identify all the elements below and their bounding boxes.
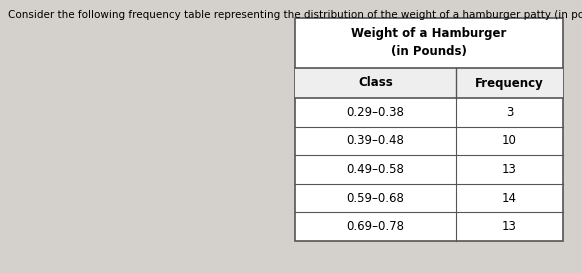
Text: 0.49–0.58: 0.49–0.58 (346, 163, 404, 176)
Text: 0.29–0.38: 0.29–0.38 (346, 106, 404, 119)
Text: 13: 13 (502, 220, 517, 233)
Text: Consider the following frequency table representing the distribution of the weig: Consider the following frequency table r… (8, 10, 582, 20)
Bar (295, 18, 563, 241)
Text: Frequency: Frequency (475, 76, 544, 90)
Text: 10: 10 (502, 134, 517, 147)
Text: 0.39–0.48: 0.39–0.48 (346, 134, 404, 147)
Text: 0.69–0.78: 0.69–0.78 (346, 220, 404, 233)
Text: Class: Class (358, 76, 393, 90)
Text: 14: 14 (502, 192, 517, 204)
Text: 3: 3 (506, 106, 513, 119)
Text: Weight of a Hamburger
(in Pounds): Weight of a Hamburger (in Pounds) (352, 28, 507, 58)
Bar (295, 68, 456, 98)
Bar (456, 68, 563, 98)
Text: 13: 13 (502, 163, 517, 176)
Text: 0.59–0.68: 0.59–0.68 (346, 192, 404, 204)
